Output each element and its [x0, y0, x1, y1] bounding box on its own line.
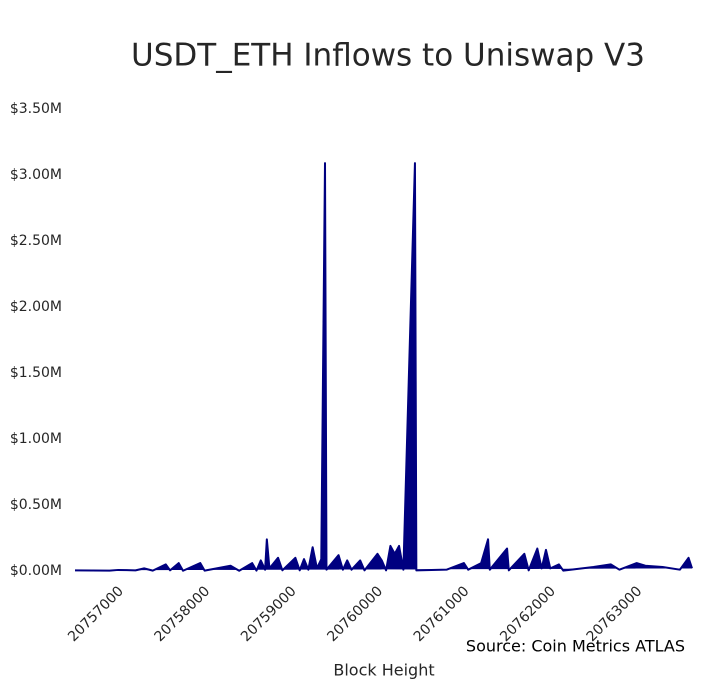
y-tick-label: $2.00M — [10, 299, 62, 315]
y-tick-label: $0.00M — [10, 563, 62, 579]
area-line — [74, 162, 693, 572]
y-tick-label: $0.50M — [10, 497, 62, 513]
x-tick-label: 20757000 — [65, 583, 127, 645]
y-tick-label: $2.50M — [10, 233, 62, 249]
y-tick-label: $3.50M — [10, 101, 62, 117]
x-tick-label: 20760000 — [324, 583, 386, 645]
y-tick-label: $1.00M — [10, 431, 62, 447]
x-axis-label: Block Height — [333, 661, 434, 680]
x-tick-label: 20761000 — [411, 583, 473, 645]
x-tick-label: 20759000 — [238, 583, 300, 645]
chart-title: USDT_ETH Inflows to Uniswap V3 — [131, 38, 645, 74]
source-note: Source: Coin Metrics ATLAS — [466, 637, 685, 656]
x-tick-label: 20758000 — [152, 583, 214, 645]
y-tick-label: $1.50M — [10, 365, 62, 381]
y-tick-label: $3.00M — [10, 167, 62, 183]
